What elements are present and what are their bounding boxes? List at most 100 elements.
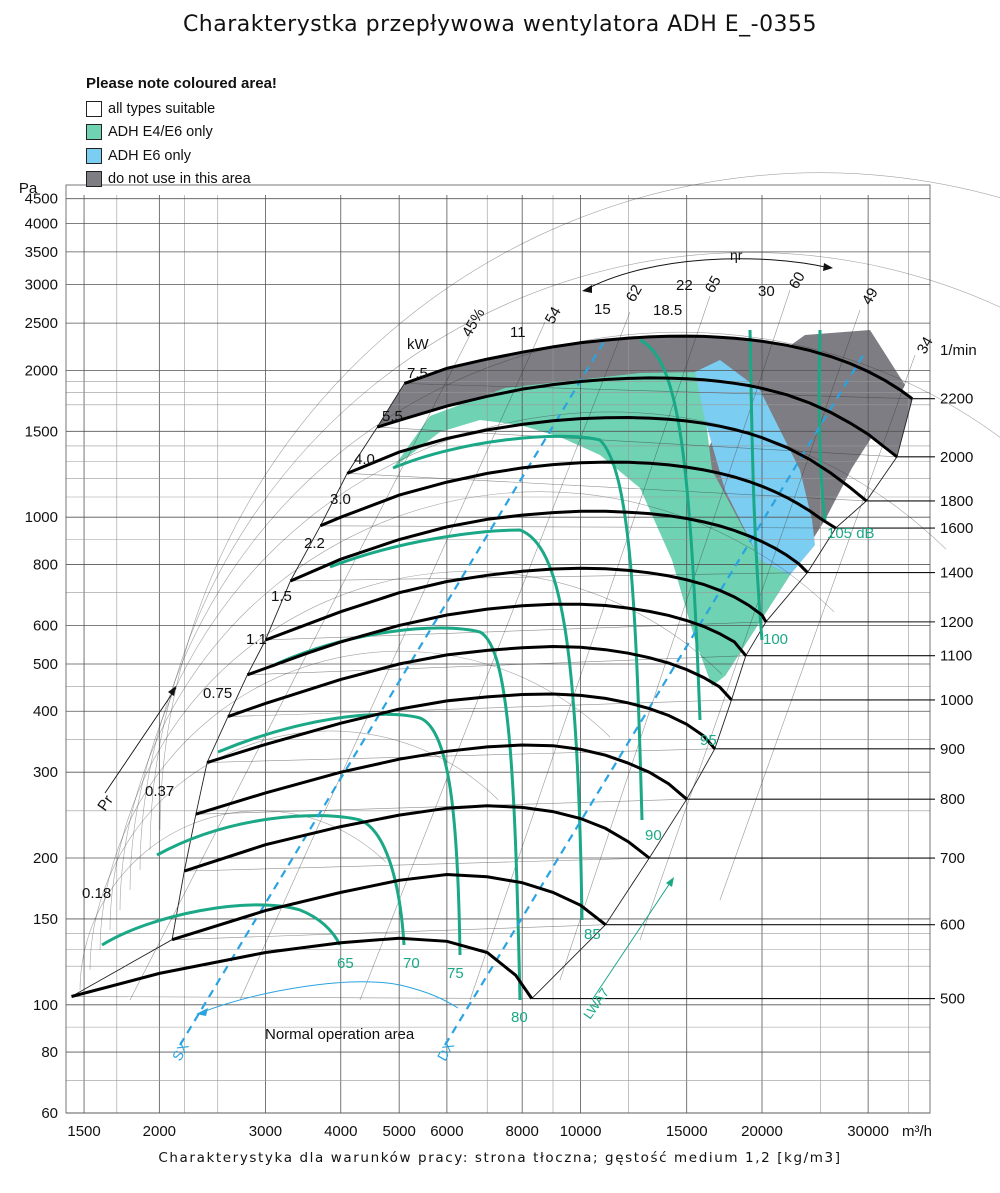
x-tick-label: 30000 <box>847 1123 889 1140</box>
rpm-label: 600 <box>940 917 965 934</box>
rpm-diagonal <box>290 572 808 582</box>
usage-areas <box>377 330 913 686</box>
x-tick-label: 10000 <box>560 1123 602 1140</box>
legend-swatch-white <box>86 100 102 117</box>
power-label: 1.5 <box>271 588 292 605</box>
legend-heading: Please note coloured area! <box>86 75 277 92</box>
x-tick-label: 20000 <box>741 1123 783 1140</box>
sound-label: 85 <box>584 926 601 943</box>
x-unit-label: m³/h <box>902 1123 932 1140</box>
efficiency-ray <box>239 321 546 1001</box>
rpm-curve-1200 <box>264 566 768 642</box>
operation-area-arc <box>199 981 459 1014</box>
y-tick-label: 4000 <box>25 216 58 233</box>
efficiency-symbol: ηr <box>730 247 743 263</box>
rpm-curves <box>71 334 914 1000</box>
x-tick-label: 6000 <box>430 1123 463 1140</box>
power-label: 0.75 <box>203 685 232 702</box>
efficiency-ray <box>639 309 861 941</box>
y-tick-label: 600 <box>33 617 58 634</box>
y-tick-label: 300 <box>33 764 58 781</box>
power-arc <box>149 252 1000 851</box>
chart-labels: 60 80 100 150 200 300 400 500 600 800 1000 1500 2000… <box>19 180 977 1140</box>
power-label: 18.5 <box>653 302 682 319</box>
power-label: 11 <box>510 324 526 341</box>
rpm-label: 1600 <box>940 520 973 537</box>
x-tick-label: 5000 <box>382 1123 415 1140</box>
rpm-curve-1100 <box>246 602 747 677</box>
power-label: 3.0 <box>330 491 351 508</box>
x-tick-label: 3000 <box>249 1123 282 1140</box>
rpm-curve-1400 <box>289 509 809 583</box>
sound-axis-arrow <box>591 879 673 1001</box>
power-arc <box>129 411 947 891</box>
power-label: 7.5 <box>407 365 428 382</box>
efficiency-label: 34 <box>914 334 937 357</box>
nomogram-lines <box>71 172 1000 1046</box>
system-line-label: SX <box>169 1039 193 1064</box>
sound-label: 70 <box>403 955 420 972</box>
sound-label: 105 dB <box>827 525 875 542</box>
rpm-diagonal <box>265 621 766 641</box>
power-arc <box>89 730 499 971</box>
efficiency-arrowhead-l <box>582 285 592 293</box>
y-tick-label: 2500 <box>25 315 58 332</box>
y-tick-label: 100 <box>33 997 58 1014</box>
power-arc <box>99 650 611 951</box>
power-arc <box>139 331 1000 871</box>
x-tick-label: 2000 <box>143 1123 176 1140</box>
rpm-curve-2200 <box>403 334 914 400</box>
rpm-label: 500 <box>940 991 965 1008</box>
sound-label: 95 <box>700 732 717 749</box>
rpm-diagonal <box>172 924 606 941</box>
power-arc <box>159 172 1000 831</box>
legend-label: all types suitable <box>108 100 216 117</box>
efficiency-arrow <box>584 258 831 291</box>
rpm-curve-800 <box>195 743 688 816</box>
sound-label: 100 <box>763 631 788 648</box>
sound-arrowhead <box>666 877 674 887</box>
y-tick-label: 800 <box>33 556 58 573</box>
rpm-label: 2000 <box>940 449 973 466</box>
rpm-label: 2200 <box>940 391 973 408</box>
rpm-label: 1400 <box>940 565 973 582</box>
rpm-curve-500 <box>71 936 534 1000</box>
rpm-curve-700 <box>183 804 651 873</box>
rpm-diagonal <box>228 699 732 717</box>
power-label: 1.1 <box>246 631 267 648</box>
power-label: 30 <box>758 283 775 300</box>
sound-label: 90 <box>645 827 662 844</box>
power-label: 0.37 <box>145 783 174 800</box>
rpm-curve-2000 <box>376 376 898 458</box>
efficiency-arrowhead-r <box>823 263 833 271</box>
legend-swatch-blue <box>86 147 102 164</box>
sound-label: 80 <box>511 1009 528 1026</box>
rpm-unit-label: 1/min <box>940 342 977 359</box>
y-tick-label: 1000 <box>25 509 58 526</box>
efficiency-ray <box>129 334 471 1001</box>
y-tick-label: 4500 <box>25 191 58 208</box>
legend-label: ADH E6 only <box>108 147 192 164</box>
chart-grid <box>65 184 931 1114</box>
power-label: 4.0 <box>354 451 375 468</box>
y-tick-label: 2000 <box>25 362 58 379</box>
operation-area-label: Normal operation area <box>265 1026 415 1043</box>
rpm-curve-600 <box>171 872 607 942</box>
y-tick-label: 500 <box>33 656 58 673</box>
power-label: 2.2 <box>304 535 325 552</box>
rpm-curve-1000 <box>227 644 733 719</box>
rpm-label: 900 <box>940 741 965 758</box>
efficiency-label: 62 <box>623 282 646 305</box>
rpm-diagonal <box>320 525 836 529</box>
sound-label: 65 <box>337 955 354 972</box>
y-tick-label: 60 <box>41 1105 58 1122</box>
sound-level-curve <box>101 903 342 947</box>
power-arc <box>109 571 723 931</box>
x-tick-label: 1500 <box>67 1123 100 1140</box>
legend-swatch-grey <box>86 171 102 188</box>
legend-swatch-green <box>86 124 102 141</box>
plot-frame <box>65 184 931 1114</box>
rpm-curve-900 <box>206 692 716 764</box>
rpm-label: 800 <box>940 791 965 808</box>
